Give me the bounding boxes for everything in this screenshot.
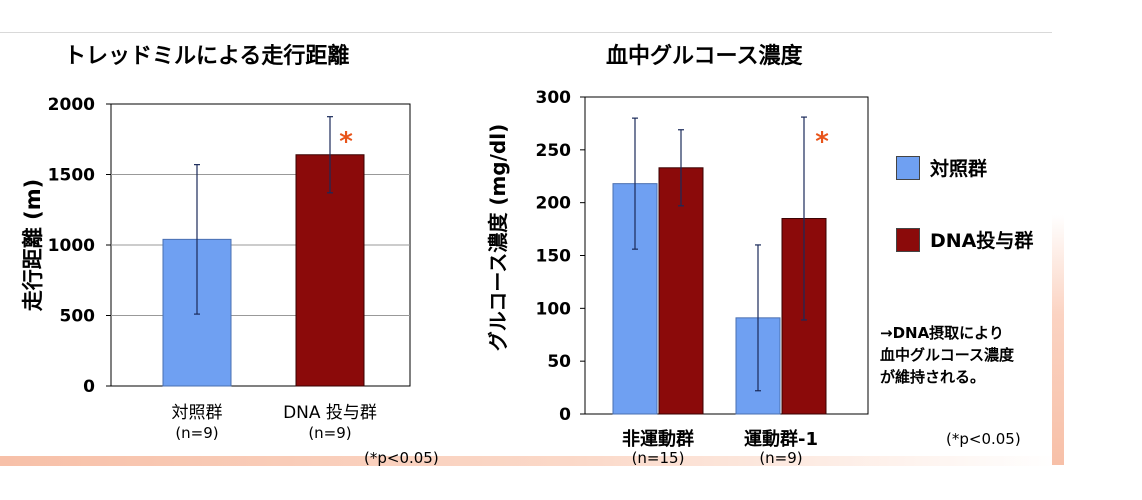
chart2-category-sublabel: (n=15) [632,449,685,467]
chart1-ytick-label: 1500 [48,166,95,186]
chart1-title: トレッドミルによる走行距離 [64,44,350,69]
chart1-ytick-label: 2000 [48,95,95,115]
chart1-ytick-label: 1000 [48,236,95,256]
chart2-ylabel: グルコース濃度 (mg/dl) [486,124,510,351]
chart1-category-label: DNA 投与群 [283,403,377,423]
legend-swatch-control [896,156,920,180]
chart2-ytick-label: 0 [559,405,571,425]
conclusion-line-3: が維持される。 [880,368,986,386]
chart1-significance-note: (*p<0.05) [364,449,439,467]
chart1-ytick-label: 0 [83,377,95,397]
chart2-ytick-label: 250 [536,141,572,161]
conclusion-line-1: →DNA摂取により [880,324,1004,342]
chart2-ytick-label: 200 [536,194,572,214]
chart2-category-label: 非運動群 [622,428,694,450]
legend-label-dna: DNA投与群 [930,230,1034,252]
legend-label-control: 対照群 [930,158,988,180]
top-divider [0,32,1052,33]
chart2-bar [658,167,704,415]
chart1-ylabel: 走行距離 (m) [21,179,45,311]
chart1-category-sublabel: (n=9) [308,424,351,442]
chart1-category-sublabel: (n=9) [175,424,218,442]
chart2-ytick-label: 300 [536,88,572,108]
chart2-category-label: 運動群-1 [744,428,818,450]
chart2-ytick-label: 150 [536,247,572,267]
chart2-ytick-label: 50 [547,352,571,372]
chart2-ytick-label: 100 [536,299,572,319]
chart2-title: 血中グルコース濃度 [606,44,803,69]
chart1-category-label: 対照群 [172,403,223,423]
chart2-significance-note: (*p<0.05) [946,430,1021,448]
bottom-accent-band [0,456,1060,466]
chart2-significance-mark: * [815,127,829,157]
legend-swatch-dna [896,228,920,252]
conclusion-line-2: 血中グルコース濃度 [880,346,1014,364]
chart1-significance-mark: * [339,127,353,157]
chart2-category-sublabel: (n=9) [759,449,802,467]
chart1-ytick-label: 500 [60,307,96,327]
right-accent-band [1052,215,1064,465]
